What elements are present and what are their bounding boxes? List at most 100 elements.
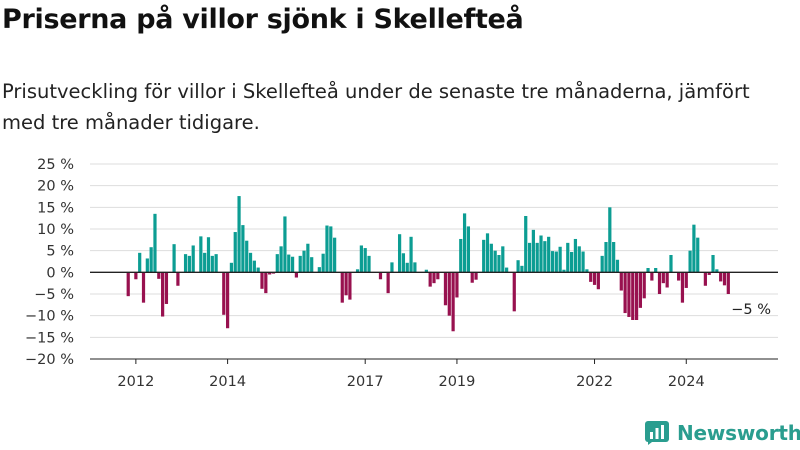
bar [474,272,478,280]
bar [237,196,241,273]
bar [405,262,409,273]
bar [596,272,600,290]
bar [294,272,299,278]
bar [149,247,153,273]
x-tick-label: 2017 [347,374,384,390]
x-tick-label: 2012 [117,374,154,390]
bar [592,272,597,285]
bar [497,255,501,273]
bar [646,268,650,273]
bar [726,272,730,294]
bar [543,241,547,273]
bar [443,272,448,306]
bar [161,272,165,317]
bar [378,272,383,280]
y-tick-label: 25 % [37,157,74,173]
bar [363,248,367,273]
brand-logo: Newsworthy [645,420,800,446]
bar [642,272,646,299]
bar [153,213,157,273]
bar [233,232,237,273]
bar [432,272,436,284]
y-tick-label: 10 % [37,222,74,238]
bar [428,272,432,287]
x-tick-label: 2014 [209,374,246,390]
last-value-annotation: −5 % [731,302,771,318]
bar [627,272,631,317]
bar [516,260,520,273]
bar [569,251,574,273]
bar [554,251,558,273]
bar [199,236,203,273]
bar [562,269,566,273]
y-tick-label: 5 % [46,244,74,260]
bar [466,226,471,273]
bar [436,272,440,280]
bar [661,272,665,284]
bar [581,251,585,273]
bar [302,250,306,273]
bar [707,272,711,275]
bar [524,216,528,273]
bar [604,242,608,273]
bar [539,235,543,273]
bar [275,254,279,273]
bar [210,255,214,273]
bar [692,224,696,273]
bar [359,245,363,273]
bar [344,272,348,296]
bar [172,244,176,273]
bar [321,253,325,273]
bar [715,269,719,273]
bar [164,272,169,304]
newsworthy-chart-logo-icon [645,421,669,445]
brand-name: Newsworthy [677,421,800,445]
bar [459,238,463,273]
bar [134,272,138,280]
bar [126,272,130,297]
y-tick-label: −5 % [34,287,74,303]
bar [310,257,314,273]
bar [489,243,493,273]
bar [505,267,509,273]
bar [608,207,612,273]
bar [222,272,226,315]
bar [631,272,635,320]
bar [329,226,333,273]
x-tick-label: 2024 [668,374,705,390]
bar [325,225,329,273]
bar [203,252,207,273]
bar [252,260,256,273]
bar [229,262,234,273]
x-tick-label: 2022 [576,374,613,390]
bar [547,236,551,273]
bar [696,237,700,273]
bar [447,272,451,316]
bar [279,246,283,273]
bar [634,272,639,320]
bar [157,272,161,279]
bar [290,256,295,273]
bar [206,237,211,273]
bar [719,272,723,282]
bar [470,272,474,283]
bar [317,267,321,273]
bar [485,233,490,273]
bar [225,272,230,329]
bar [688,250,692,273]
chart-title: Priserna på villor sjönk i Skellefteå [2,4,524,35]
bar [665,272,669,288]
bar [566,242,570,273]
bar [409,236,413,273]
bar [669,255,673,273]
bar [287,254,291,273]
y-tick-label: 15 % [37,200,74,216]
bar [612,242,616,273]
bar [677,272,681,281]
bar [145,258,149,273]
bar [654,268,658,273]
bar [397,234,402,273]
bar [520,265,524,273]
bar [615,259,620,273]
